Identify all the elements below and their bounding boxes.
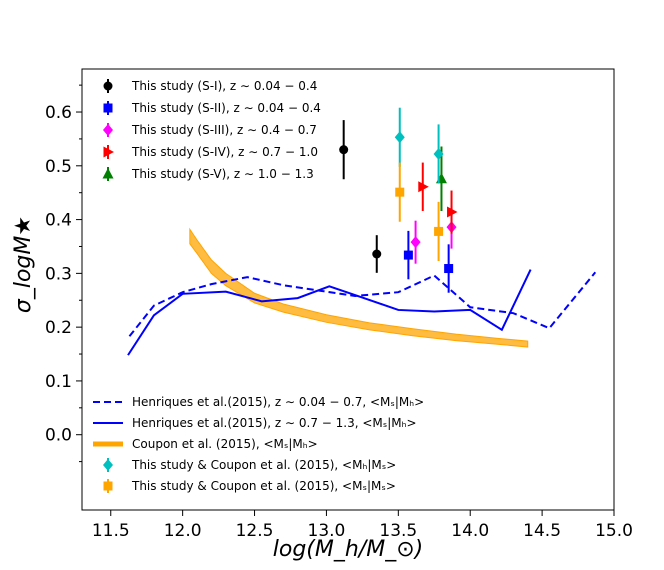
x-tick-label: 12.0 (164, 521, 202, 541)
data-point (403, 230, 413, 280)
legend-item: This study & Coupon et al. (2015), <Mₛ|M… (103, 479, 396, 493)
data-point (433, 124, 444, 184)
legend-item: This study & Coupon et al. (2015), <Mₕ|M… (103, 458, 396, 472)
legend-item: This study (S-IV), z ∼ 0.7 − 1.0 (103, 145, 318, 159)
legend-item: This study (S-I), z ∼ 0.04 − 0.4 (103, 79, 317, 93)
point-marker (447, 206, 458, 218)
legend-item: This study (S-V), z ∼ 1.0 − 1.3 (102, 167, 314, 181)
x-tick-label: 14.5 (523, 521, 561, 541)
legend-marker (103, 81, 113, 91)
henriques-solid-line (127, 269, 532, 356)
legend-label: This study (S-IV), z ∼ 0.7 − 1.0 (131, 145, 318, 159)
x-tick-label: 13.0 (308, 521, 346, 541)
legend-marker (102, 168, 114, 179)
legend-item: This study (S-II), z ∼ 0.04 − 0.4 (103, 101, 321, 115)
legend-marker (103, 103, 113, 113)
point-marker (339, 145, 349, 155)
bands-layer (189, 227, 529, 348)
data-point (444, 244, 454, 293)
data-point (339, 120, 349, 180)
axis-labels: log(M_h/M_⊙) σ_logM★ (11, 216, 423, 562)
legend-marker (103, 124, 113, 136)
y-tick-label: 0.3 (45, 264, 72, 284)
legend-marker (103, 459, 113, 471)
point-marker (403, 250, 413, 260)
data-point (372, 235, 382, 273)
point-marker (394, 131, 405, 144)
x-tick-label: 13.5 (379, 521, 417, 541)
legend-item: Henriques et al.(2015), z ∼ 0.7 − 1.3, <… (93, 416, 417, 430)
legend-label: Henriques et al.(2015), z ∼ 0.04 − 0.7, … (132, 395, 424, 409)
legend-item: This study (S-III), z ∼ 0.4 − 0.7 (103, 123, 317, 137)
point-marker (444, 264, 454, 274)
data-point (434, 201, 444, 261)
legend-label: This study (S-II), z ∼ 0.04 − 0.4 (131, 101, 321, 115)
legend-label: Henriques et al.(2015), z ∼ 0.7 − 1.3, <… (132, 416, 417, 430)
point-marker (418, 181, 429, 193)
x-axis: 11.5 12.0 12.5 13.0 13.5 14.0 14.5 15.0 (92, 510, 633, 541)
point-marker (410, 236, 421, 249)
legend-label: This study & Coupon et al. (2015), <Mₛ|M… (131, 479, 396, 493)
data-point (395, 162, 405, 222)
plot-frame (81, 68, 615, 511)
x-tick-label: 11.5 (92, 521, 130, 541)
y-tick-label: 0.5 (45, 157, 72, 177)
y-axis: 0.0 0.1 0.2 0.3 0.4 0.5 0.6 (45, 84, 82, 463)
y-axis-label: σ_logM★ (11, 216, 36, 313)
coupon-band (189, 227, 529, 348)
point-marker (372, 249, 382, 259)
points-layer (339, 107, 458, 293)
legend-marker (103, 481, 113, 491)
y-tick-label: 0.4 (45, 211, 72, 231)
data-point (410, 220, 421, 264)
x-tick-label: 14.0 (451, 521, 489, 541)
legend-top: This study (S-I), z ∼ 0.04 − 0.4 This stu… (102, 79, 321, 181)
x-tick-label: 15.0 (595, 521, 633, 541)
y-tick-label: 0.2 (45, 318, 72, 338)
legend-bottom: Henriques et al.(2015), z ∼ 0.04 − 0.7, … (93, 395, 424, 493)
legend-label: This study & Coupon et al. (2015), <Mₕ|M… (131, 458, 396, 472)
point-marker (434, 226, 444, 236)
legend-item: Henriques et al.(2015), z ∼ 0.04 − 0.7, … (93, 395, 424, 409)
legend-marker (103, 146, 114, 158)
legend-label: This study (S-I), z ∼ 0.04 − 0.4 (131, 79, 317, 93)
legend-label: This study (S-III), z ∼ 0.4 − 0.7 (131, 123, 317, 137)
point-marker (433, 147, 444, 160)
legend-item: Coupon et al. (2015), <Mₛ|Mₕ> (93, 437, 318, 451)
point-marker (395, 187, 405, 197)
y-tick-label: 0.1 (45, 372, 72, 392)
x-axis-label: log(M_h/M_⊙) (273, 537, 423, 562)
y-tick-label: 0.6 (45, 103, 72, 123)
legend-label: This study (S-V), z ∼ 1.0 − 1.3 (131, 167, 314, 181)
data-point (418, 162, 429, 211)
legend-label: Coupon et al. (2015), <Mₛ|Mₕ> (132, 437, 318, 451)
y-tick-label: 0.0 (45, 426, 72, 446)
data-point (447, 190, 458, 234)
data-point (394, 107, 405, 167)
x-tick-label: 12.5 (236, 521, 274, 541)
lines-layer (127, 269, 597, 356)
